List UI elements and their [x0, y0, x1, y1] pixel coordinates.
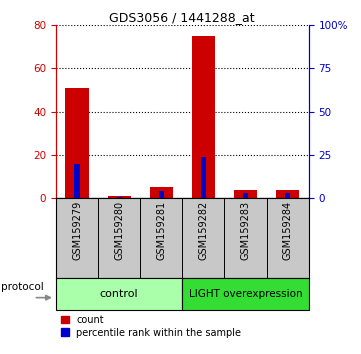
- Text: GSM159279: GSM159279: [72, 201, 82, 260]
- Bar: [56, 278, 182, 310]
- Bar: [159, 191, 164, 198]
- Bar: [150, 187, 173, 198]
- Bar: [65, 88, 88, 198]
- Bar: [276, 190, 299, 198]
- Bar: [117, 196, 122, 198]
- Text: GSM159282: GSM159282: [198, 201, 208, 260]
- Bar: [285, 193, 290, 198]
- Bar: [74, 164, 79, 198]
- Text: GSM159284: GSM159284: [283, 201, 293, 260]
- Text: protocol: protocol: [1, 282, 44, 292]
- Bar: [108, 196, 131, 198]
- Bar: [192, 36, 215, 198]
- Text: control: control: [100, 289, 138, 299]
- Text: LIGHT overexpression: LIGHT overexpression: [189, 289, 302, 299]
- Bar: [243, 193, 248, 198]
- Bar: [234, 190, 257, 198]
- Text: GSM159283: GSM159283: [240, 201, 251, 260]
- Legend: count, percentile rank within the sample: count, percentile rank within the sample: [61, 315, 242, 337]
- Text: GSM159280: GSM159280: [114, 201, 124, 260]
- Bar: [182, 278, 309, 310]
- Title: GDS3056 / 1441288_at: GDS3056 / 1441288_at: [109, 11, 255, 24]
- Bar: [201, 156, 206, 198]
- Text: GSM159281: GSM159281: [156, 201, 166, 260]
